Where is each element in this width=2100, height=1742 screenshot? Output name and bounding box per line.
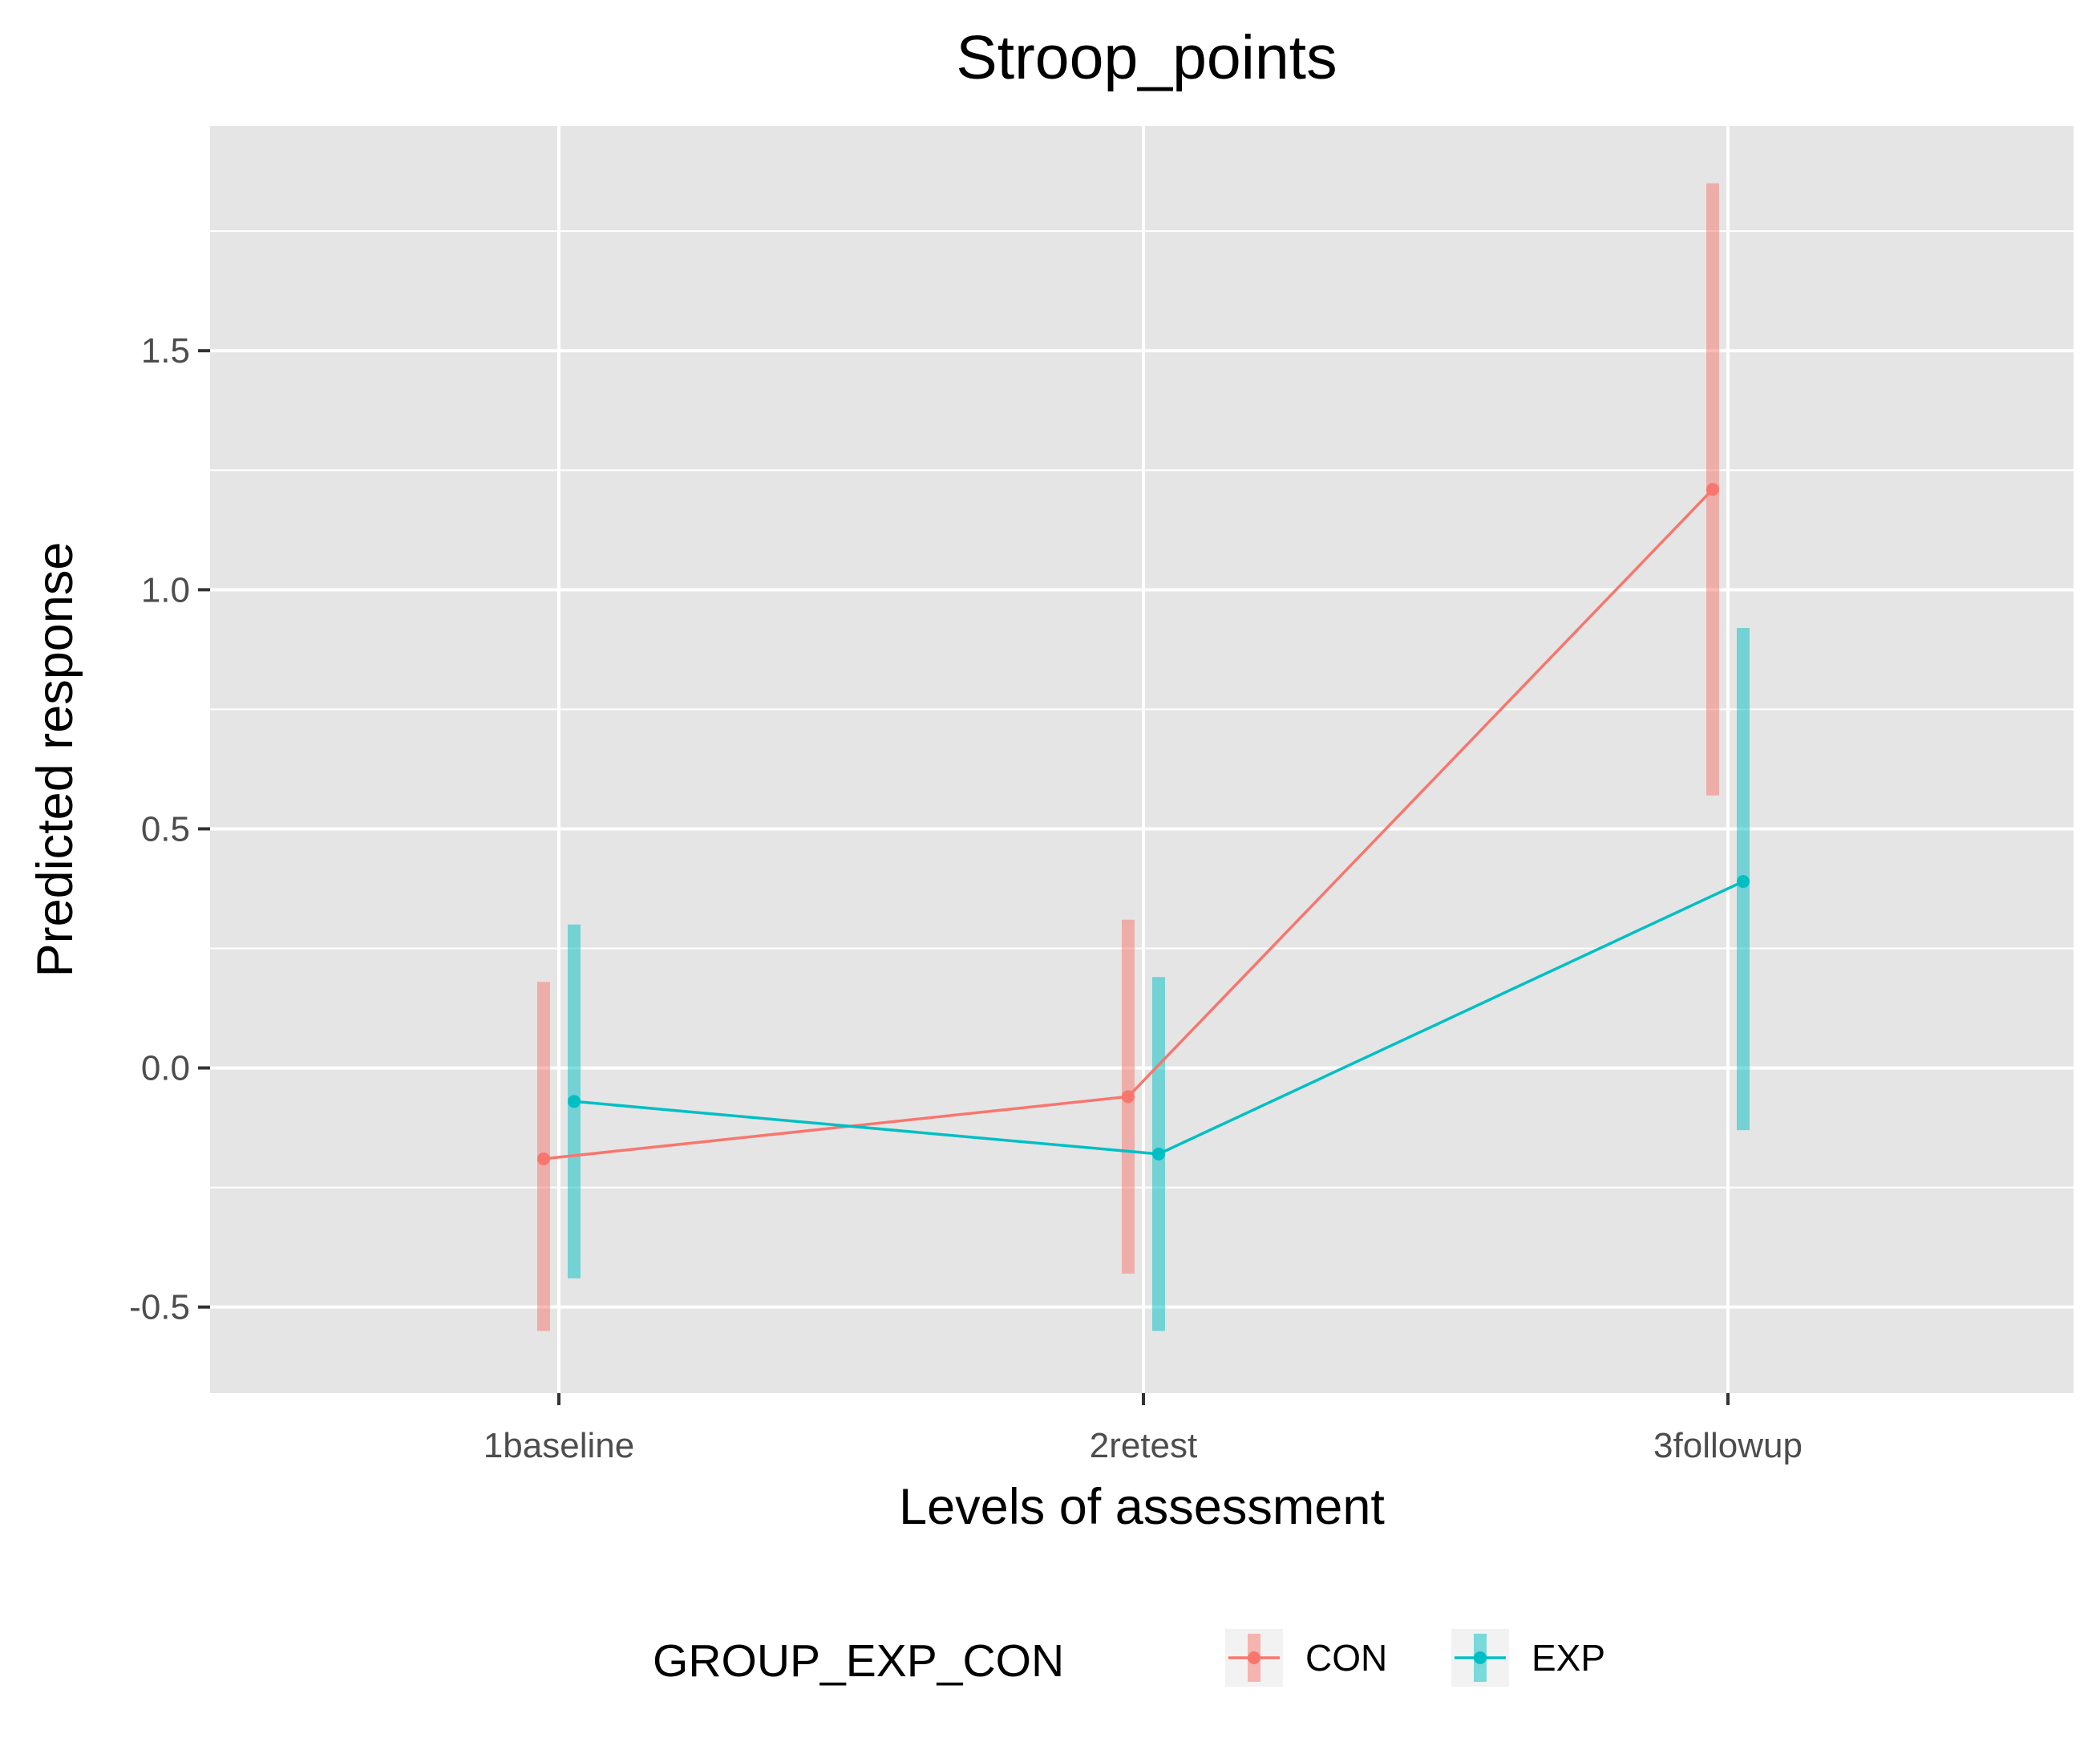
- chart-title: Stroop_points: [956, 23, 1337, 92]
- legend-key-point: [1474, 1651, 1487, 1664]
- y-axis: -0.5 0.0 0.5 1.0 1.5: [129, 331, 210, 1327]
- legend-label: CON: [1305, 1637, 1387, 1679]
- data-points: [537, 483, 1750, 1165]
- legend-item: EXP: [1451, 1629, 1605, 1687]
- y-tick-label: 0.0: [141, 1049, 190, 1088]
- y-axis-title: Predicted response: [27, 542, 83, 978]
- data-point: [568, 1095, 581, 1108]
- x-tick-label: 2retest: [1090, 1426, 1198, 1465]
- data-point: [1122, 1090, 1135, 1104]
- x-axis-title: Levels of assessment: [899, 1479, 1385, 1535]
- x-axis: 1baseline 2retest 3followup: [484, 1393, 1803, 1465]
- legend-items: CON EXP: [1225, 1629, 1605, 1687]
- y-tick-label: 0.5: [141, 809, 190, 849]
- data-point: [1152, 1147, 1165, 1161]
- x-tick-label: 1baseline: [484, 1426, 634, 1465]
- data-point: [537, 1152, 550, 1165]
- legend-title: GROUP_EXP_CON: [653, 1635, 1064, 1687]
- data-point: [1706, 483, 1719, 496]
- x-tick-label: 3followup: [1653, 1426, 1803, 1465]
- legend-key-point: [1248, 1651, 1260, 1664]
- grid-lines: [210, 126, 2074, 1393]
- legend-label: EXP: [1532, 1637, 1605, 1679]
- y-tick-label: 1.5: [141, 331, 190, 371]
- data-point: [1737, 875, 1750, 889]
- y-tick-label: 1.0: [141, 570, 190, 610]
- legend: GROUP_EXP_CON CON EXP: [653, 1629, 1605, 1687]
- y-tick-label: -0.5: [129, 1288, 190, 1327]
- legend-item: CON: [1225, 1629, 1387, 1687]
